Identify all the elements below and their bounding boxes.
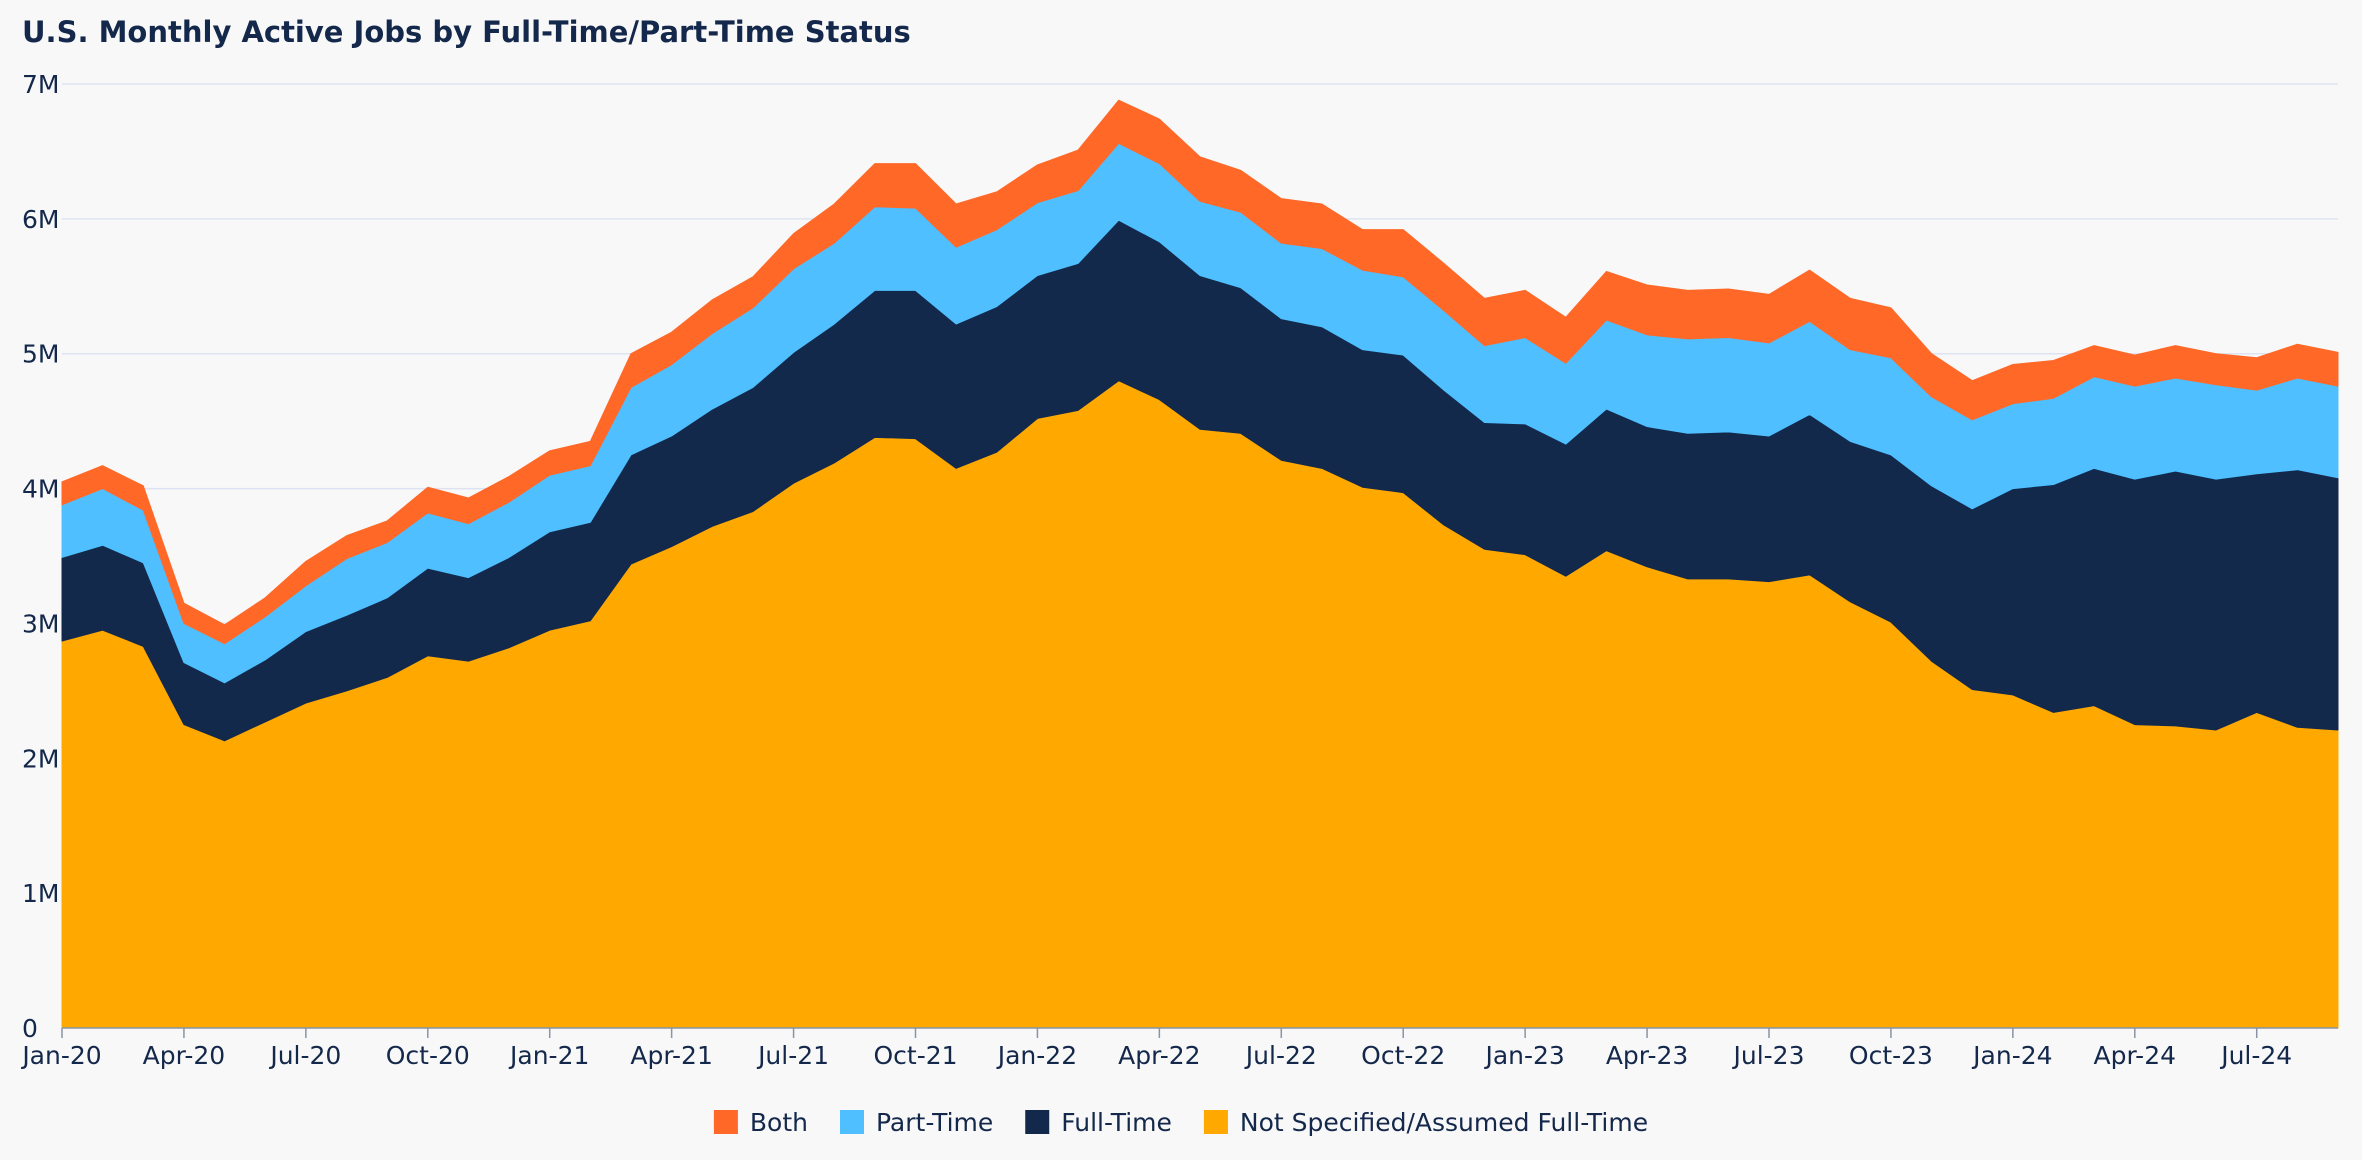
- x-tick-label: Apr-20: [143, 1041, 225, 1070]
- x-tick-label: Jul-20: [268, 1041, 341, 1070]
- x-tick-label: Jan-20: [20, 1041, 101, 1070]
- x-tick-label: Oct-22: [1361, 1041, 1445, 1070]
- y-tick-label: 2M: [22, 744, 59, 773]
- legend: Both Part-Time Full-Time Not Specified/Assu…: [713, 1108, 1648, 1137]
- y-axis: 0 1M 2M 3M 4M 5M 6M 7M: [22, 70, 59, 1043]
- legend-label: Part-Time: [876, 1108, 993, 1137]
- y-tick-label: 6M: [22, 205, 59, 234]
- legend-label: Full-Time: [1061, 1108, 1172, 1137]
- x-axis: Jan-20 Apr-20 Jul-20 Oct-20 Jan-21 Apr-21 Jul-…: [20, 1027, 2338, 1070]
- x-tick-label: Jan-23: [1483, 1041, 1564, 1070]
- area-both: [61, 99, 2339, 645]
- legend-label: Both: [750, 1108, 808, 1137]
- x-tick-label: Apr-23: [1606, 1041, 1688, 1070]
- x-tick-label: Jul-24: [2219, 1041, 2292, 1070]
- x-tick-label: Oct-21: [873, 1041, 957, 1070]
- y-tick-label: 4M: [22, 475, 59, 504]
- y-tick-label: 7M: [22, 70, 59, 99]
- chart-title: U.S. Monthly Active Jobs by Full-Time/Pa…: [22, 15, 911, 49]
- y-tick-label: 0: [22, 1014, 38, 1043]
- y-tick-label: 1M: [22, 879, 59, 908]
- x-tick-label: Apr-21: [630, 1041, 712, 1070]
- legend-swatch: [839, 1110, 864, 1134]
- x-tick-label: Jan-21: [508, 1041, 589, 1070]
- x-tick-label: Oct-23: [1849, 1041, 1933, 1070]
- y-tick-label: 3M: [22, 609, 59, 638]
- area-series: [61, 99, 2339, 1029]
- x-tick-label: Jul-22: [1244, 1041, 1317, 1070]
- legend-swatch: [1203, 1110, 1228, 1134]
- y-tick-label: 5M: [22, 340, 59, 369]
- legend-swatch: [713, 1110, 738, 1134]
- x-tick-label: Jul-21: [756, 1041, 829, 1070]
- x-tick-label: Jan-22: [996, 1041, 1077, 1070]
- x-tick-label: Apr-24: [2094, 1041, 2176, 1070]
- legend-swatch: [1025, 1110, 1050, 1134]
- x-tick-label: Oct-20: [386, 1041, 470, 1070]
- legend-label: Not Specified/Assumed Full-Time: [1240, 1108, 1648, 1137]
- x-tick-label: Jul-23: [1732, 1041, 1805, 1070]
- x-tick-label: Apr-22: [1118, 1041, 1200, 1070]
- x-tick-label: Jan-24: [1971, 1041, 2052, 1070]
